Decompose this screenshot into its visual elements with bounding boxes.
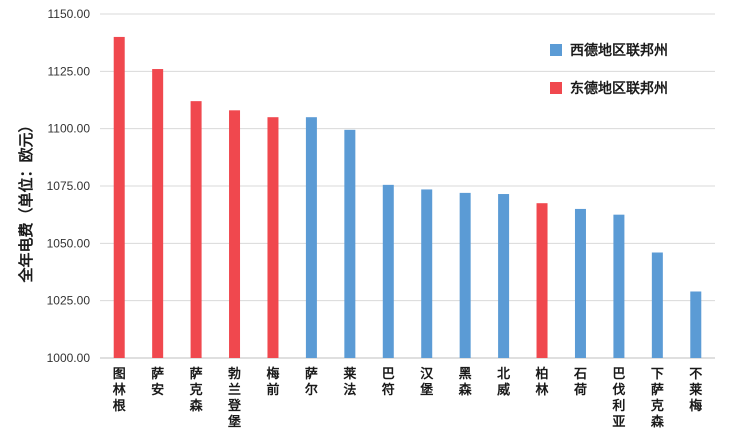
bar [498,194,510,358]
bar [421,189,433,358]
y-tick-label: 1150.00 [48,7,91,21]
x-category-label: 下萨克森 [651,367,665,430]
bar [690,291,702,358]
y-tick-label: 1075.00 [47,179,91,193]
bar [190,101,202,358]
bar [229,110,241,358]
x-category-label: 梅前 [266,366,279,398]
bars [113,36,702,358]
x-category-label: 黑森 [459,367,473,398]
legend-swatch [550,44,562,56]
y-axis-ticks: 1000.00 1025.00 1050.00 1075.00 1100.00 1125.… [47,7,91,365]
legend-label: 西德地区联邦州 [570,42,668,59]
y-tick-label: 1050.00 [47,236,91,250]
y-tick-label: 1100.00 [48,122,91,136]
grid-lines [100,13,715,359]
x-category-label: 莱法 [343,366,356,398]
bar [613,214,625,358]
y-tick-label: 1025.00 [47,294,91,308]
bar [152,69,164,358]
x-category-label: 不莱梅 [689,367,702,414]
y-tick-label: 1000.00 [47,351,91,365]
x-category-label: 柏林 [536,366,549,398]
x-category-label: 巴符 [382,367,395,398]
x-category-label: 萨尔 [305,366,318,398]
bar [536,203,548,358]
bar [574,208,586,358]
bar [651,252,663,358]
bar [344,129,356,358]
x-category-label: 萨克森 [190,366,204,414]
x-category-label: 勃兰登堡 [227,366,242,430]
x-category-label: 萨安 [151,366,164,398]
y-axis-title: 全年电费（单位：欧元） [17,117,35,283]
x-category-label: 北威 [497,367,510,398]
y-tick-label: 1125.00 [48,64,91,78]
bar [459,192,471,358]
legend-swatch [550,82,562,94]
legend-label: 东德地区联邦州 [570,80,668,97]
bar [113,36,125,358]
bar [305,117,317,358]
bar [382,184,394,358]
x-category-label: 汉堡 [420,366,434,398]
bar [267,117,279,358]
x-category-label: 石荷 [573,367,587,398]
x-category-label: 巴伐利亚 [612,367,625,430]
x-category-label: 图林根 [113,367,127,414]
